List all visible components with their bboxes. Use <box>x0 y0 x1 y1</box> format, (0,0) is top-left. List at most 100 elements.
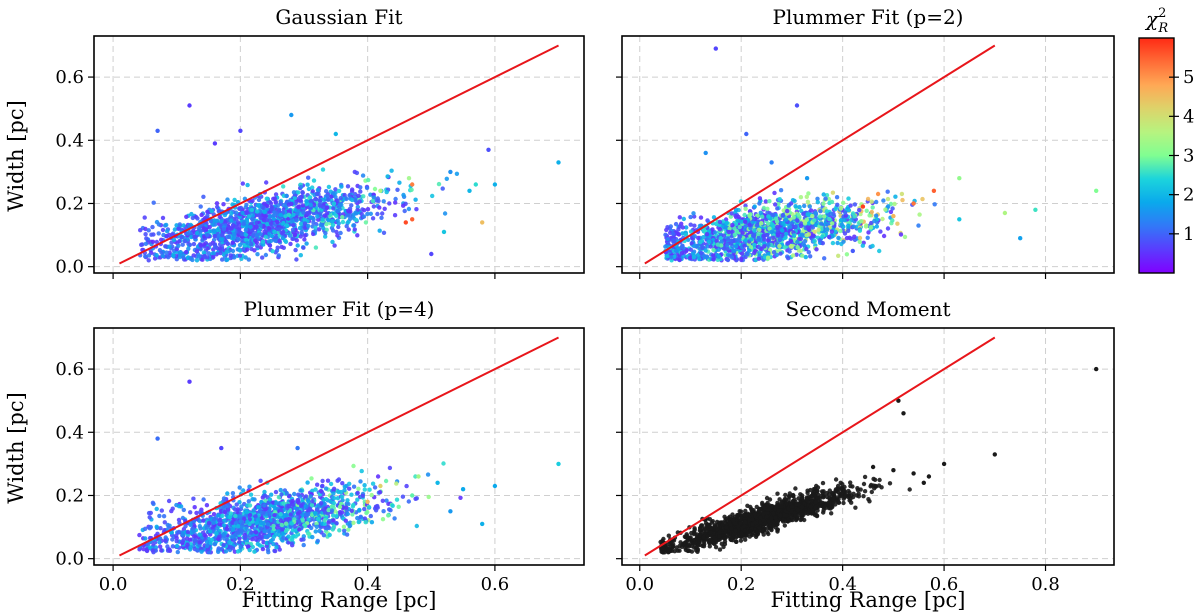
scatter-point <box>159 548 164 553</box>
scatter-point <box>670 231 676 236</box>
scatter-point <box>302 237 307 242</box>
scatter-point <box>199 549 204 554</box>
scatter-point <box>368 192 373 197</box>
scatter-point <box>749 237 754 242</box>
scatter-point-outlier <box>238 128 243 133</box>
scatter-point <box>170 506 175 511</box>
scatter-point <box>143 536 148 541</box>
scatter-point <box>829 199 835 205</box>
scatter-point <box>309 502 315 508</box>
scatter-point <box>302 233 308 238</box>
scatter-point <box>264 180 269 185</box>
scatter-point <box>804 217 809 222</box>
scatter-point <box>223 219 228 225</box>
scatter-point <box>413 197 418 202</box>
scatter-point <box>916 223 921 228</box>
scatter-point <box>386 513 391 518</box>
scatter-point <box>237 540 242 545</box>
scatter-point <box>305 480 310 485</box>
scatter-point <box>175 549 180 555</box>
scatter-point <box>308 202 313 208</box>
scatter-point <box>367 487 372 492</box>
scatter-point <box>271 213 277 218</box>
scatter-point <box>833 477 839 482</box>
scatter-point <box>769 229 774 235</box>
scatter-point <box>298 234 303 239</box>
scatter-point <box>821 201 826 206</box>
scatter-point <box>781 220 786 225</box>
scatter-point <box>292 232 298 238</box>
scatter-point <box>852 234 857 239</box>
scatter-point <box>286 202 292 207</box>
scatter-point <box>221 523 227 528</box>
scatter-point <box>237 253 243 258</box>
scatter-point <box>729 211 734 216</box>
scatter-point <box>262 493 268 498</box>
scatter-point <box>885 189 890 194</box>
scatter-point <box>336 224 341 230</box>
scatter-point <box>846 196 851 201</box>
scatter-point <box>278 518 284 523</box>
scatter-point <box>273 532 278 537</box>
scatter-point <box>898 232 904 237</box>
scatter-point <box>348 213 353 218</box>
scatter-point <box>221 202 226 207</box>
scatter-point <box>332 243 337 248</box>
scatter-point <box>846 228 851 233</box>
scatter-point <box>688 247 693 252</box>
scatter-point <box>255 252 260 257</box>
x-tick-label: 0.2 <box>226 574 255 595</box>
scatter-point <box>795 239 800 245</box>
scatter-point <box>272 548 278 554</box>
scatter-point <box>271 523 276 529</box>
scatter-point <box>780 213 785 218</box>
scatter-point <box>231 232 236 237</box>
scatter-point <box>177 520 182 526</box>
y-tick-label: 0.4 <box>55 422 84 443</box>
scatter-point <box>272 505 278 511</box>
scatter-point <box>722 246 727 251</box>
scatter-point <box>308 195 313 200</box>
scatter-point <box>771 250 777 255</box>
scatter-point <box>207 529 213 534</box>
scatter-point <box>401 203 406 208</box>
scatter-point <box>267 243 273 248</box>
scatter-point-outlier <box>804 176 810 181</box>
scatter-point-outlier <box>492 483 498 489</box>
scatter-point <box>220 257 225 262</box>
scatter-point <box>300 203 306 208</box>
scatter-point <box>323 486 329 491</box>
scatter-point <box>154 253 159 258</box>
scatter-point <box>276 495 282 500</box>
scatter-point <box>692 223 697 228</box>
scatter-point-outlier <box>410 217 415 222</box>
scatter-point <box>824 209 830 214</box>
scatter-point <box>246 499 251 504</box>
scatter-point <box>266 529 271 534</box>
scatter-point <box>335 208 340 214</box>
scatter-point <box>221 532 227 537</box>
scatter-point-outlier <box>378 188 383 193</box>
scatter-point <box>458 495 463 500</box>
scatter-point <box>235 549 241 554</box>
scatter-point <box>331 500 336 506</box>
scatter-point <box>240 232 245 237</box>
scatter-point <box>706 239 712 244</box>
scatter-point-outlier <box>219 445 224 451</box>
scatter-point <box>278 512 283 517</box>
scatter-point <box>214 526 219 531</box>
scatter-point <box>773 216 779 221</box>
scatter-point <box>814 247 819 252</box>
scatter-point <box>263 234 268 239</box>
scatter-point <box>775 224 780 230</box>
scatter-point <box>311 202 317 207</box>
scatter-point <box>284 223 290 228</box>
scatter-point <box>223 549 229 554</box>
scatter-point <box>167 244 172 249</box>
scatter-point <box>231 235 237 240</box>
scatter-point <box>339 510 345 515</box>
scatter-point <box>240 181 245 186</box>
scatter-point-outlier <box>492 182 498 187</box>
scatter-point <box>352 169 357 175</box>
scatter-point <box>237 222 242 227</box>
